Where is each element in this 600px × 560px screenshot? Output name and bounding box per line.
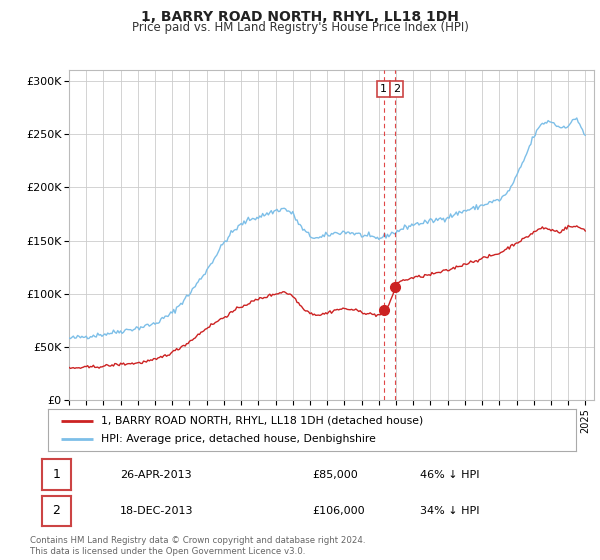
Text: HPI: Average price, detached house, Denbighshire: HPI: Average price, detached house, Denb…	[101, 434, 376, 444]
Text: 1, BARRY ROAD NORTH, RHYL, LL18 1DH (detached house): 1, BARRY ROAD NORTH, RHYL, LL18 1DH (det…	[101, 416, 423, 426]
Text: £106,000: £106,000	[312, 506, 365, 516]
Text: 46% ↓ HPI: 46% ↓ HPI	[420, 470, 479, 479]
Text: 26-APR-2013: 26-APR-2013	[120, 470, 191, 479]
Text: 1: 1	[380, 84, 387, 94]
Text: 1, BARRY ROAD NORTH, RHYL, LL18 1DH: 1, BARRY ROAD NORTH, RHYL, LL18 1DH	[141, 10, 459, 24]
Text: 1: 1	[52, 468, 61, 481]
Text: 18-DEC-2013: 18-DEC-2013	[120, 506, 193, 516]
Text: Contains HM Land Registry data © Crown copyright and database right 2024.
This d: Contains HM Land Registry data © Crown c…	[30, 536, 365, 556]
Text: 2: 2	[392, 84, 400, 94]
Text: Price paid vs. HM Land Registry's House Price Index (HPI): Price paid vs. HM Land Registry's House …	[131, 21, 469, 34]
Text: 2: 2	[52, 505, 61, 517]
Text: 34% ↓ HPI: 34% ↓ HPI	[420, 506, 479, 516]
Text: £85,000: £85,000	[312, 470, 358, 479]
